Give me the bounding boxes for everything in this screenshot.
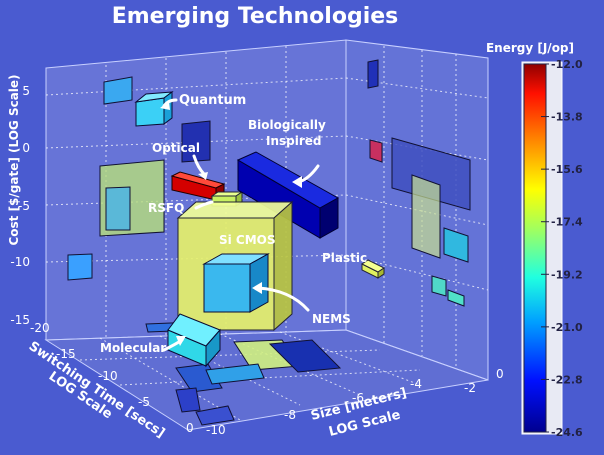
- y-tick: -20: [30, 321, 50, 335]
- colorbar-tick-label: -12.0: [551, 58, 583, 71]
- label-rsfq: RSFQ: [148, 201, 184, 215]
- arrow-rsfq: [194, 200, 214, 210]
- colorbar-tick-label: -15.6: [551, 163, 583, 176]
- colorbar-tick-label: -21.0: [551, 321, 583, 334]
- colorbar-tick-label: -17.4: [551, 216, 583, 229]
- x-tick: -2: [464, 381, 476, 395]
- label-molecular: Molecular: [100, 341, 166, 355]
- z-tick: -10: [10, 255, 30, 269]
- box-bio[interactable]: [236, 151, 340, 239]
- z-tick: -15: [10, 313, 30, 327]
- z-tick: -5: [18, 199, 30, 213]
- colorbar-tick-label: -19.2: [551, 268, 583, 281]
- colorbar: Energy [J/op] -12.0-13.8-15.6-17.4-19.2-…: [486, 41, 583, 439]
- label-plastic: Plastic: [322, 251, 367, 265]
- x-tick: 0: [496, 367, 504, 381]
- x-tick: -10: [206, 423, 226, 437]
- x-tick: -8: [284, 408, 296, 422]
- colorbar-gradient: [523, 63, 547, 433]
- arrow-optical: [192, 154, 206, 176]
- tech-labels: Quantum Optical RSFQ Biologically Inspir…: [100, 93, 367, 355]
- z-tick: 5: [22, 84, 30, 98]
- label-bio-line2: Inspired: [266, 134, 322, 148]
- label-nems: NEMS: [312, 312, 351, 326]
- label-bio-line1: Biologically: [248, 118, 326, 132]
- label-optical: Optical: [152, 141, 200, 155]
- arrow-nems: [256, 286, 310, 312]
- annotation-arrows: [160, 98, 320, 352]
- y-tick: 0: [186, 421, 194, 435]
- z-axis-label: Cost [$/gate] (LOG Scale): [7, 74, 21, 245]
- colorbar-tick-label: -22.8: [551, 373, 583, 386]
- label-quantum: Quantum: [179, 93, 246, 108]
- box-plastic[interactable]: [361, 259, 385, 279]
- label-si-cmos: Si CMOS: [219, 233, 276, 247]
- box-nems[interactable]: [202, 253, 270, 313]
- colorbar-label: Energy [J/op]: [486, 41, 574, 55]
- colorbar-tick-label: -13.8: [551, 111, 583, 124]
- y-tick: -15: [56, 347, 76, 361]
- box-quantum[interactable]: [134, 91, 174, 127]
- z-tick: 0: [22, 141, 30, 155]
- y-tick: -5: [138, 395, 150, 409]
- y-tick: -10: [98, 369, 118, 383]
- colorbar-tick-label: -24.6: [551, 426, 583, 439]
- colorbar-ticks: -12.0 -13.8 -15.6 -17.4 -19.2 -21.0 -22.8 -24.6: [541, 58, 583, 439]
- z-axis: Cost [$/gate] (LOG Scale) 5 0 -5 -10 -15: [7, 74, 30, 327]
- x-tick: -6: [352, 391, 364, 405]
- x-tick: -4: [410, 377, 422, 391]
- chart-title: Emerging Technologies: [112, 4, 399, 29]
